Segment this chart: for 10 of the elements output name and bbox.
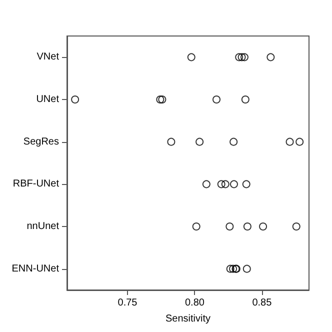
y-tick-label: nnUnet	[26, 221, 60, 232]
x-axis-title: Sensitivity	[165, 314, 211, 324]
x-tick-label: 0.85	[252, 298, 272, 308]
y-tick-label: VNet	[36, 52, 60, 63]
y-tick-label: UNet	[36, 94, 60, 105]
y-tick-label: SegRes	[23, 136, 59, 148]
x-tick-label: 0.80	[184, 298, 205, 308]
y-tick-label: RBF-UNet	[12, 178, 60, 190]
x-tick-label: 0.75	[118, 298, 138, 308]
y-tick-label: ENN-UNet	[12, 263, 60, 274]
